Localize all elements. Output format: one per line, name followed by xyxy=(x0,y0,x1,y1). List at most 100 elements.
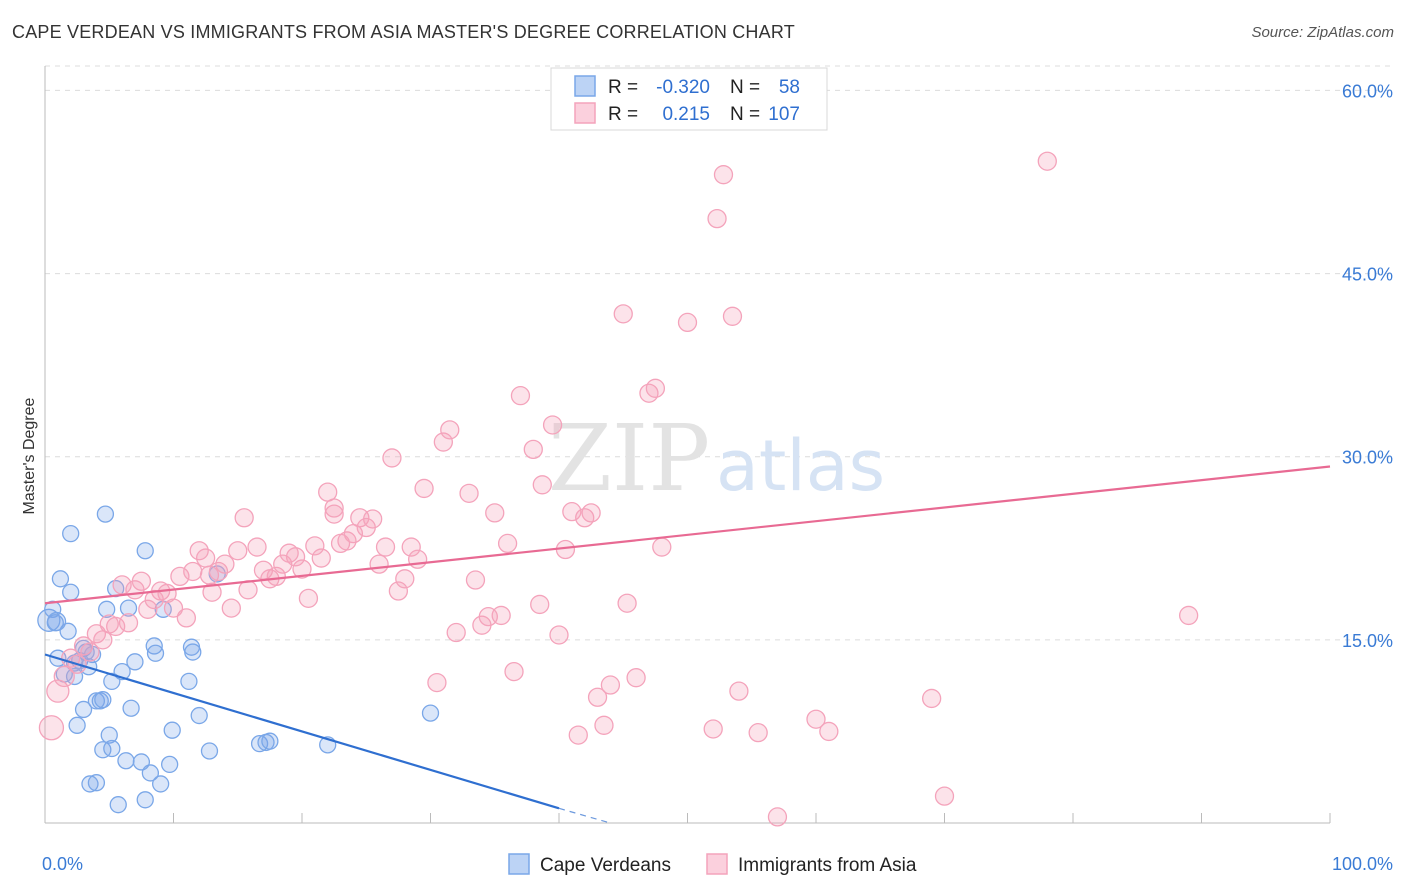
point-s1-72 xyxy=(510,386,531,406)
point-s1-80 xyxy=(568,725,588,745)
chart-title: CAPE VERDEAN VS IMMIGRANTS FROM ASIA MAS… xyxy=(12,22,795,42)
source-credit: Source: ZipAtlas.com xyxy=(1251,24,1394,41)
point-s1-94 xyxy=(707,208,727,229)
point-s0-56 xyxy=(46,611,67,632)
point-s0-51 xyxy=(250,734,269,753)
point-s1-58 xyxy=(407,549,428,569)
point-s1-55 xyxy=(388,581,409,601)
point-s1-19 xyxy=(163,598,184,618)
point-s1-63 xyxy=(446,622,466,643)
trend-line-ext-s0 xyxy=(558,807,611,824)
y-tick-label-0: 15.0% xyxy=(1342,631,1393,651)
point-s0-55 xyxy=(421,704,440,722)
point-s0-19 xyxy=(87,692,106,710)
point-s1-31 xyxy=(234,508,254,528)
legend: R = -0.320 N = 58 R = 0.215 N = 107 xyxy=(550,67,828,131)
point-s1-60 xyxy=(427,672,447,693)
grid-layer xyxy=(45,65,1390,641)
point-s1-32 xyxy=(238,580,258,600)
bottom-legend-label-cape-verdeans: Cape Verdeans xyxy=(540,855,671,876)
point-s1-98 xyxy=(748,722,768,743)
y-tick-label-1: 30.0% xyxy=(1342,448,1393,468)
point-s0-36 xyxy=(136,542,154,560)
legend-r-value-1: 0.215 xyxy=(662,104,710,125)
point-s1-99 xyxy=(806,709,826,729)
point-s0-21 xyxy=(94,741,112,759)
point-s1-74 xyxy=(530,594,550,615)
point-s0-41 xyxy=(151,775,170,793)
point-s1-69 xyxy=(491,605,511,626)
point-s1-105 xyxy=(767,807,788,827)
point-s0-33 xyxy=(122,699,140,717)
point-s1-33 xyxy=(247,537,267,557)
point-s0-38 xyxy=(141,764,160,782)
point-s1-77 xyxy=(549,625,569,645)
point-s1-61 xyxy=(433,432,454,452)
bottom-legend-swatch-cape-verdeans xyxy=(508,853,530,875)
point-s1-14 xyxy=(131,571,152,591)
point-s1-53 xyxy=(375,537,396,557)
point-s1-65 xyxy=(465,570,486,590)
point-s1-27 xyxy=(208,561,229,582)
point-s0-23 xyxy=(96,505,115,523)
legend-swatch-cape-verdeans xyxy=(574,75,596,97)
y-axis-title: Master's Degree xyxy=(21,397,38,514)
legend-n-value-1: 107 xyxy=(768,104,800,125)
point-s0-22 xyxy=(94,691,112,709)
point-s1-64 xyxy=(459,483,479,503)
point-s1-45 xyxy=(324,504,344,524)
point-s0-45 xyxy=(180,672,198,691)
point-s1-85 xyxy=(600,675,621,695)
point-s1-26 xyxy=(202,582,222,602)
ticks-layer: 15.0% 30.0% 45.0% 60.0% 0.0% 100.0% xyxy=(42,81,1393,874)
points-layer xyxy=(37,151,1199,827)
x-tick-label-0: 0.0% xyxy=(42,854,83,874)
point-s1-88 xyxy=(626,668,646,688)
legend-n-label-0: N = xyxy=(730,77,760,98)
point-s0-8 xyxy=(62,524,80,543)
point-s1-0 xyxy=(38,715,65,741)
point-s0-13 xyxy=(74,700,93,719)
point-s0-47 xyxy=(184,643,202,661)
point-s1-73 xyxy=(523,439,543,460)
point-s1-90 xyxy=(645,378,666,398)
point-s1-83 xyxy=(587,687,608,707)
point-s1-86 xyxy=(613,304,633,324)
watermark: ZIP atlas xyxy=(548,405,885,512)
point-s0-34 xyxy=(126,653,144,671)
point-s0-29 xyxy=(109,796,127,814)
point-s1-29 xyxy=(221,598,241,618)
point-s0-4 xyxy=(51,570,70,588)
point-s1-96 xyxy=(722,306,743,326)
point-s1-40 xyxy=(292,559,312,579)
point-s1-28 xyxy=(215,554,235,574)
legend-box xyxy=(550,67,828,131)
point-s1-70 xyxy=(497,533,518,554)
legend-r-label-1: R = xyxy=(608,104,638,125)
point-s0-18 xyxy=(87,774,106,792)
point-s1-24 xyxy=(195,548,216,568)
watermark-zip: ZIP xyxy=(548,405,710,512)
trend-line-s1 xyxy=(44,465,1331,605)
point-s1-6 xyxy=(80,642,100,662)
point-s1-2 xyxy=(53,665,75,688)
point-s0-37 xyxy=(136,791,154,809)
bottom-legend-label-immigrants-asia: Immigrants from Asia xyxy=(738,855,917,876)
point-s1-100 xyxy=(819,721,839,742)
legend-n-label-1: N = xyxy=(730,104,760,125)
point-s1-76 xyxy=(542,415,563,435)
point-s1-57 xyxy=(401,537,421,557)
point-s1-101 xyxy=(922,688,942,709)
point-s0-43 xyxy=(160,755,179,774)
point-s1-15 xyxy=(138,599,158,619)
point-s1-22 xyxy=(183,561,203,582)
legend-r-label-0: R = xyxy=(608,77,638,98)
point-s0-49 xyxy=(200,742,219,760)
point-s1-12 xyxy=(118,613,139,633)
point-s1-97 xyxy=(729,681,749,701)
point-s1-36 xyxy=(266,566,286,587)
point-s0-10 xyxy=(68,716,86,734)
point-s0-53 xyxy=(261,732,279,750)
bottom-legend: Cape Verdeans Immigrants from Asia xyxy=(508,853,917,876)
